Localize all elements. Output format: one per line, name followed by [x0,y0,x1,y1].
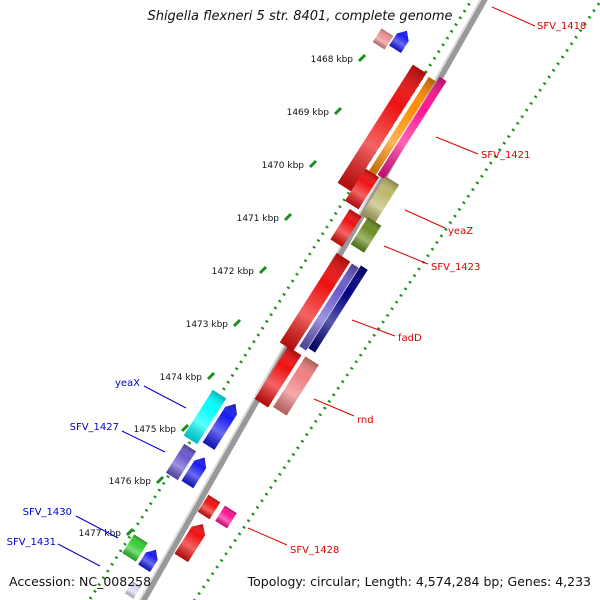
tick-1473-kbp: 1473 kbp [186,318,242,330]
feature-sfv1430-blue [138,549,158,573]
feature-yeax-blue [202,403,238,450]
tick-1470-kbp: 1470 kbp [262,159,318,171]
feature-sfv1428-cds [174,524,206,563]
gene-label-sfv-1428: SFV_1428 [247,527,339,556]
feature-sfv1421-pink [377,76,447,180]
tick-1474-kbp: 1474 kbp [160,371,216,383]
gene-label-sfv-1430: SFV_1430 [23,507,119,539]
tick-label: 1469 kbp [287,108,330,118]
feature-yeax-cyan [183,389,227,445]
feature-sfv1428-pink [215,505,237,529]
tick-1471-kbp: 1471 kbp [237,212,293,224]
svg-text:yeaZ: yeaZ [448,226,473,237]
tick-label: 1472 kbp [212,267,255,277]
gene-label-sfv-1427: SFV_1427 [70,422,166,453]
tick-label: 1476 kbp [109,477,152,487]
gene-label-sfv-1421: SFV_1421 [435,136,530,161]
feature-sfv1431-lavender [125,581,141,599]
tick-1468-kbp: 1468 kbp [311,53,367,65]
tick-label: 1468 kbp [311,55,354,65]
svg-text:SFV_1421: SFV_1421 [481,150,530,161]
tick-1477-kbp: 1477 kbp [79,527,135,539]
tick-label: 1471 kbp [237,214,280,224]
svg-text:fadD: fadD [398,333,422,344]
feature-sfv1430-green [122,534,148,562]
tick-label: 1477 kbp [79,529,122,539]
feature-sfv1428-red [197,494,221,520]
feature-yeaz-domain [360,176,400,224]
feature-rnd-pink [273,356,319,416]
feature-yeaz-cds [345,168,379,210]
tick-1469-kbp: 1469 kbp [287,106,343,118]
feature-sfv1423-cds [330,209,362,247]
svg-text:SFV_1428: SFV_1428 [290,545,339,556]
feature-sfv1421-orange [366,76,436,180]
svg-text:rnd: rnd [357,415,374,426]
tick-label: 1475 kbp [134,425,177,435]
tick-1475-kbp: 1475 kbp [134,423,190,435]
feature-fadd-cds [279,253,351,351]
feature-fadd-navy [308,265,368,353]
gene-label-fadd: fadD [351,319,422,344]
map-title: Shigella flexneri 5 str. 8401, complete … [147,9,453,24]
svg-text:SFV_1423: SFV_1423 [431,262,480,273]
svg-text:SFV_1427: SFV_1427 [70,422,119,433]
accession-text: Accession: NC_008258 [9,574,152,589]
svg-text:SFV_1418: SFV_1418 [537,21,586,32]
topology-text: Topology: circular; Length: 4,574,284 bp… [247,574,591,589]
gene-label-yeax: yeaX [115,378,187,409]
feature-rnd-cds [254,346,302,408]
tick-1476-kbp: 1476 kbp [109,475,165,487]
tick-label: 1473 kbp [186,320,229,330]
svg-text:SFV_1431: SFV_1431 [7,537,56,548]
gene-label-yeaz: yeaZ [404,209,473,237]
feature-sfv1418-gene [389,30,409,54]
feature-sfv1418-cds [372,28,394,50]
gene-label-sfv-1423: SFV_1423 [383,245,480,273]
tick-label: 1470 kbp [262,161,305,171]
feature-sfv1421-cds [337,64,427,192]
feature-sfv1423-domain [350,217,382,253]
feature-sfv1427-blue [181,457,207,489]
tick-track-left [87,0,474,600]
svg-text:yeaX: yeaX [115,378,140,389]
feature-fadd-blue [299,263,359,351]
gene-label-rnd: rnd [313,398,374,426]
feature-sfv1427-slate [165,443,197,481]
tick-label: 1474 kbp [160,373,203,383]
svg-text:SFV_1430: SFV_1430 [23,507,72,518]
gene-label-sfv-1418: SFV_1418 [491,6,586,32]
gene-label-sfv-1431: SFV_1431 [7,537,101,567]
tick-1472-kbp: 1472 kbp [212,265,268,277]
tick-track-right [192,0,600,600]
